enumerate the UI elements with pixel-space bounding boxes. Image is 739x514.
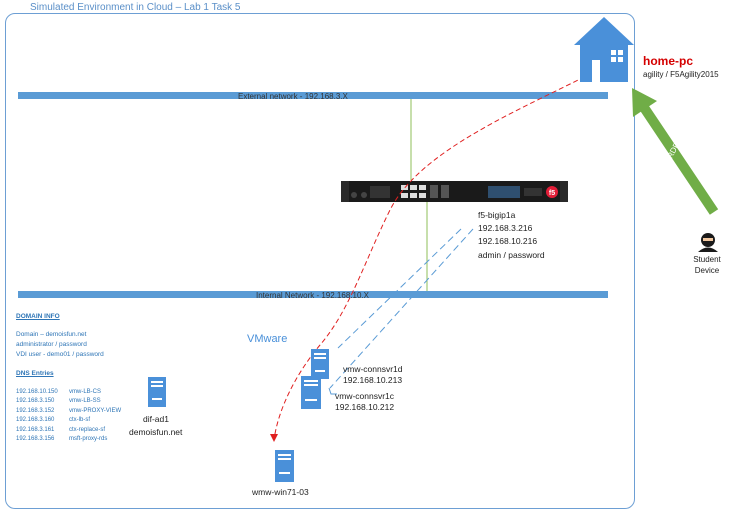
f5-ip-external: 192.168.3.216 [478,223,533,233]
home-pc-label: home-pc [643,54,694,68]
win7-server-icon [275,450,294,482]
home-pc-credentials: agility / F5Agility2015 [643,70,719,79]
internal-network-bar [18,291,608,298]
dashed-path-2 [329,228,474,389]
dns-entry-ip: 192.168.3.161 [16,427,55,433]
dns-entry-ip: 192.168.3.156 [16,436,55,442]
dns-heading: DNS Entries [16,370,54,377]
dns-entry-ip: 192.168.3.160 [16,417,55,423]
dns-entry-name: vmw-LB-CS [69,389,102,395]
traffic-path [273,72,593,441]
dc-server-icon [148,377,166,407]
dns-entry-name: msft-proxy-rds [69,436,108,442]
connsvr1d-server-icon [311,349,329,379]
external-network-label: External network - 192.168.3.X [238,92,348,101]
user-icon [698,233,718,252]
external-network-bar [18,92,608,99]
internal-network-label: Internal Network - 192.168.10.X [256,291,369,300]
domain-info-line: VDI user - demo01 / password [16,351,104,358]
dns-entry-ip: 192.168.10.150 [16,389,58,395]
connsvr1d-ip: 192.168.10.213 [343,375,403,385]
dns-entry-name: vmw-PROXY-VIEW [69,408,122,414]
svg-text:f5: f5 [549,190,555,197]
house-icon [574,17,634,82]
dns-entry-name: vmw-LB-SS [69,398,101,404]
connsvr1c-server-icon [301,376,321,409]
domain-info-line: administrator / password [16,341,87,348]
student-device-label-2: Device [694,266,720,275]
vmware-label: VMware [247,333,288,345]
f5-ip-internal: 192.168.10.216 [478,236,538,246]
dns-entry-name: ctx-replace-sf [69,427,106,433]
student-device-label-1: Student [693,255,721,264]
f5-name: f5-bigip1a [478,210,516,220]
domain-info-line: Domain – demoisfun.net [16,331,87,338]
f5-credentials: admin / password [478,250,545,260]
rdp-arrow [632,88,719,215]
dns-entry-ip: 192.168.3.150 [16,398,55,404]
connsvr1d-name: vmw-connsvr1d [343,364,403,374]
dc-name: dif-ad1 [143,414,169,424]
connsvr1c-name: vmw-connsvr1c [335,391,395,401]
dc-domain: demoisfun.net [129,427,183,437]
dashed-path-1 [337,228,462,349]
dns-entry-name: ctx-lb-sf [69,417,90,423]
cloud-environment-boundary [5,13,635,509]
traffic-path-arrowhead [270,434,278,442]
domain-info-heading: DOMAIN INFO [16,313,60,320]
connsvr1c-connector [328,387,337,395]
dns-entry-ip: 192.168.3.152 [16,408,55,414]
win7-name: wmw-win71-03 [252,487,309,497]
f5-appliance-icon: f5 [341,181,568,202]
connsvr1c-ip: 192.168.10.212 [335,402,395,412]
diagram-title: Simulated Environment in Cloud – Lab 1 T… [30,2,241,13]
